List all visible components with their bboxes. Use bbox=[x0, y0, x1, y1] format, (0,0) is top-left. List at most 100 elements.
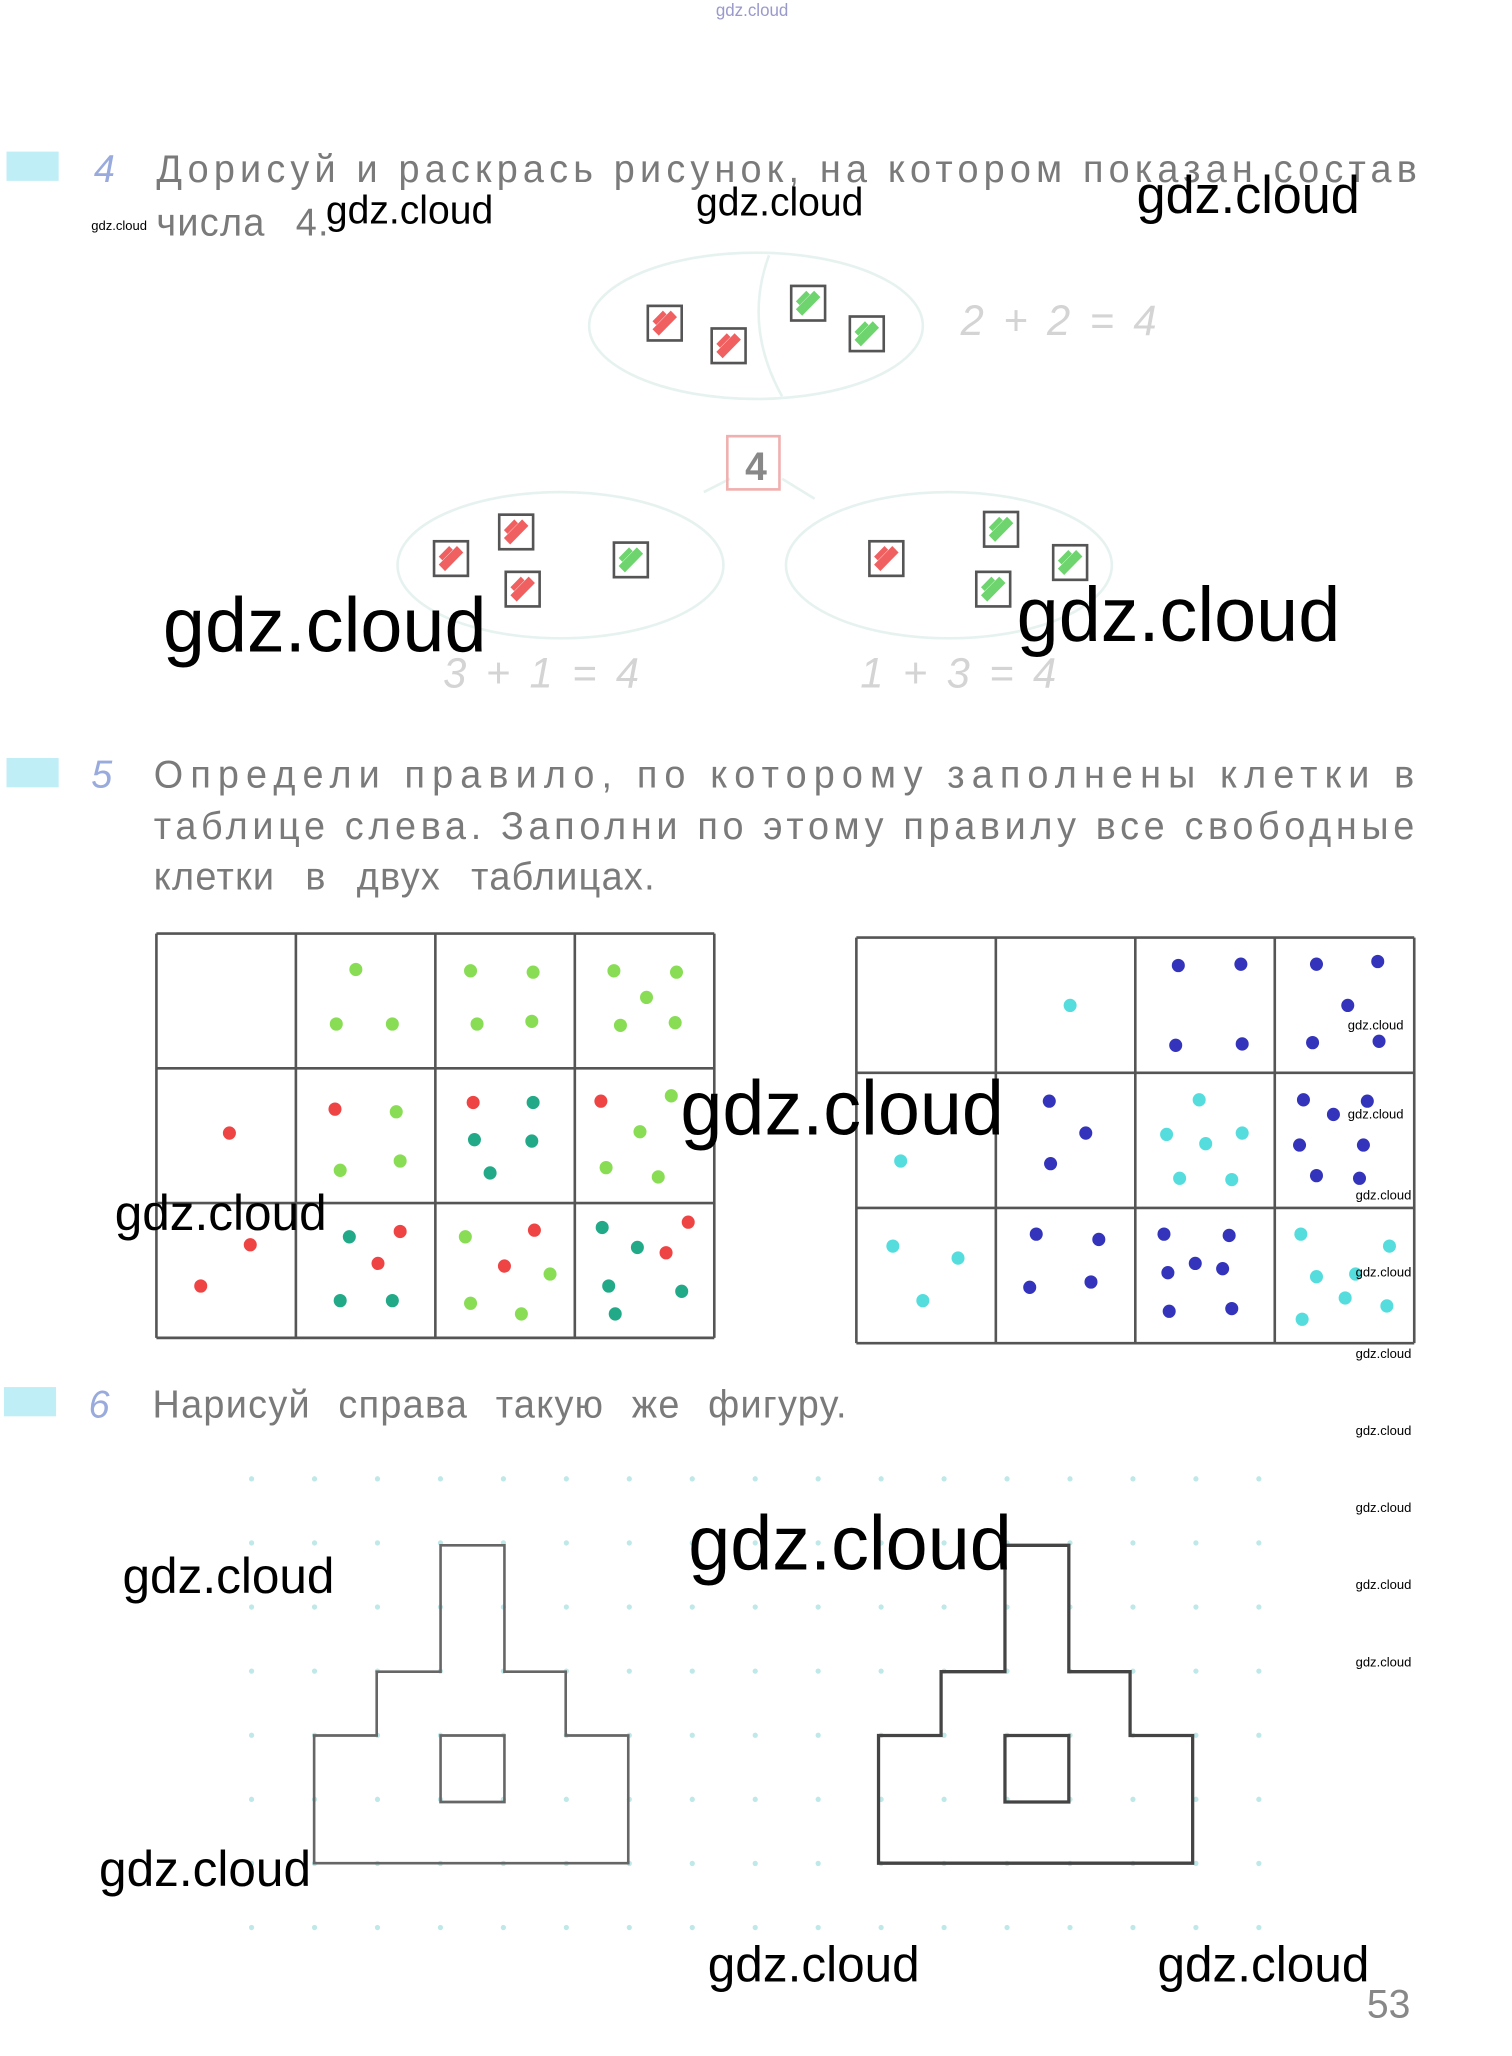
dot bbox=[1160, 1127, 1174, 1142]
watermark: gdz.cloud bbox=[91, 218, 147, 233]
dot bbox=[1338, 1291, 1352, 1305]
dot bbox=[1293, 1138, 1307, 1152]
dot bbox=[526, 965, 540, 979]
grid-dot bbox=[1256, 1476, 1262, 1482]
grid-dot bbox=[1193, 1796, 1199, 1802]
grid-dot bbox=[248, 1540, 255, 1546]
task-number: 5 bbox=[91, 753, 113, 796]
dot bbox=[664, 1089, 678, 1103]
dot bbox=[243, 1238, 257, 1252]
equation: 2 + 2 = 4 bbox=[960, 297, 1157, 344]
dot bbox=[194, 1279, 208, 1293]
grid-dot bbox=[374, 1924, 381, 1931]
task4-ellipses bbox=[396, 251, 1114, 640]
dot bbox=[543, 1267, 557, 1281]
grid-dot bbox=[689, 1540, 695, 1546]
dot bbox=[1171, 958, 1185, 973]
dot bbox=[1092, 1232, 1106, 1247]
grid-dot bbox=[878, 1604, 884, 1610]
grid-dot bbox=[815, 1540, 821, 1546]
dot bbox=[467, 1133, 481, 1147]
dot bbox=[1162, 1304, 1176, 1318]
dot bbox=[594, 1094, 608, 1108]
grid-dot bbox=[689, 1924, 695, 1931]
dot bbox=[222, 1126, 236, 1140]
grid-dot bbox=[752, 1540, 758, 1546]
dot bbox=[1309, 957, 1323, 971]
dot bbox=[1029, 1227, 1043, 1241]
dot bbox=[458, 1230, 472, 1244]
dot bbox=[1234, 957, 1248, 971]
dot bbox=[483, 1166, 497, 1180]
grid-dot bbox=[1130, 1540, 1136, 1546]
grid-dot bbox=[1193, 1860, 1199, 1867]
dot bbox=[464, 1296, 478, 1310]
dot bbox=[349, 962, 363, 977]
watermark: gdz.cloud bbox=[696, 180, 863, 224]
dot bbox=[1294, 1227, 1308, 1241]
dot bbox=[497, 1259, 511, 1273]
grid-dot bbox=[815, 1796, 821, 1802]
grid-dot bbox=[311, 1540, 318, 1546]
dot bbox=[1199, 1137, 1213, 1151]
task-text: таблице слева. Заполни по этому правилу … bbox=[154, 805, 1416, 848]
grid-dot bbox=[878, 1476, 884, 1482]
grid-dot bbox=[563, 1796, 569, 1802]
dot bbox=[633, 1125, 647, 1139]
grid-dot bbox=[815, 1860, 821, 1867]
task-marker bbox=[6, 151, 59, 181]
dot bbox=[1157, 1227, 1171, 1241]
grid-dot bbox=[689, 1604, 695, 1610]
watermark: gdz.cloud bbox=[1348, 1106, 1404, 1121]
dot bbox=[916, 1293, 930, 1308]
dot bbox=[607, 964, 621, 978]
watermark: gdz.cloud bbox=[99, 1840, 311, 1897]
dot bbox=[1356, 1138, 1370, 1152]
dot bbox=[886, 1239, 900, 1253]
dot bbox=[526, 1095, 540, 1110]
grid-dot bbox=[752, 1668, 758, 1674]
grid-dot bbox=[374, 1540, 381, 1546]
dot bbox=[894, 1154, 908, 1168]
grid-dot bbox=[1193, 1732, 1199, 1738]
scribble bbox=[1057, 550, 1083, 576]
grid-dot bbox=[1130, 1924, 1136, 1931]
dot bbox=[951, 1251, 965, 1265]
watermark: gdz.cloud bbox=[708, 1936, 920, 1993]
dot bbox=[393, 1224, 407, 1239]
dot bbox=[1309, 1168, 1323, 1183]
dot bbox=[630, 1240, 644, 1255]
watermark: gdz.cloud bbox=[1356, 1654, 1412, 1669]
grid-dot bbox=[311, 1604, 318, 1610]
grid-dot bbox=[689, 1476, 695, 1482]
task-text: Определи правило, по которому заполнены … bbox=[154, 753, 1416, 796]
dot bbox=[1222, 1228, 1236, 1243]
grid-dot bbox=[1256, 1924, 1262, 1931]
scribble bbox=[854, 321, 880, 347]
grid-dot bbox=[752, 1732, 758, 1738]
dot bbox=[651, 1170, 665, 1184]
watermark: gdz.cloud bbox=[1356, 1265, 1412, 1280]
square bbox=[974, 570, 1012, 608]
grid-dot bbox=[1067, 1476, 1073, 1482]
figure bbox=[312, 1543, 630, 1865]
grid-dot bbox=[815, 1924, 821, 1931]
ellipse bbox=[784, 490, 1114, 640]
grid-dot bbox=[1256, 1796, 1262, 1802]
dot bbox=[385, 1293, 399, 1308]
grid-dot bbox=[437, 1476, 444, 1482]
grid-dot bbox=[1130, 1604, 1136, 1610]
grid-dot bbox=[1193, 1540, 1199, 1546]
grid-dot bbox=[626, 1924, 632, 1931]
dot bbox=[1173, 1171, 1187, 1185]
task-number: 4 bbox=[94, 148, 115, 191]
grid-dot bbox=[500, 1924, 506, 1931]
grid-dot bbox=[1004, 1476, 1010, 1482]
watermark: gdz.cloud bbox=[680, 1066, 1004, 1152]
grid-dot bbox=[815, 1604, 821, 1610]
watermark: gdz.cloud bbox=[163, 583, 487, 669]
equation: 1 + 3 = 4 bbox=[860, 649, 1056, 696]
dot bbox=[639, 990, 654, 1005]
grid-dot bbox=[1130, 1476, 1136, 1482]
